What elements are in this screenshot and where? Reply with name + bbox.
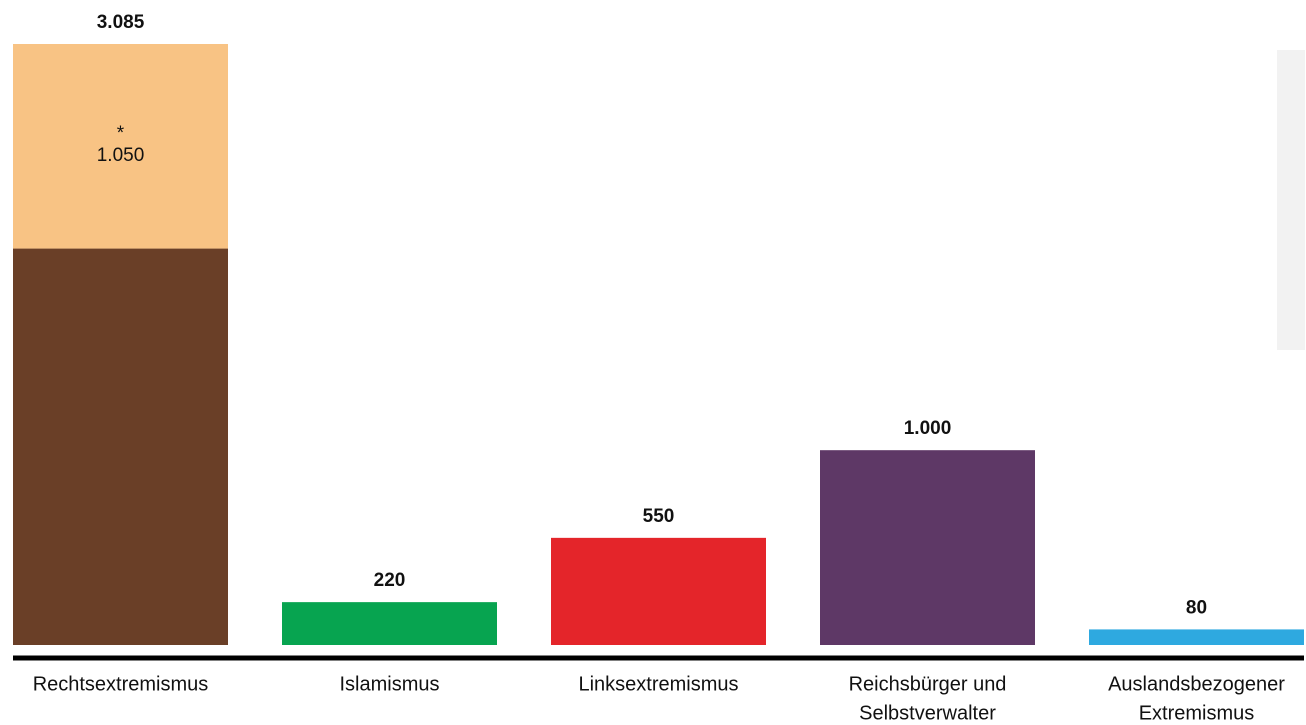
- total-label: 1.000: [904, 418, 952, 439]
- total-label: 80: [1186, 597, 1207, 618]
- segment-label: 1.050: [97, 145, 145, 166]
- total-label: 220: [374, 570, 406, 591]
- bar-segment: [282, 602, 497, 645]
- bar-segment: [820, 450, 1035, 645]
- bar-segment: [1089, 629, 1304, 645]
- bar-segment: [13, 248, 228, 645]
- x-tick-label: Reichsbürger und: [849, 673, 1007, 695]
- x-tick-label: Auslandsbezogener: [1108, 673, 1285, 695]
- x-tick-label: Extremismus: [1139, 702, 1255, 724]
- x-tick-label: Linksextremismus: [578, 673, 738, 695]
- x-tick-label: Islamismus: [339, 673, 439, 695]
- bar-segment: [551, 537, 766, 645]
- total-label: 550: [643, 506, 675, 527]
- x-tick-label: Selbstverwalter: [859, 702, 996, 724]
- segment-annotation: *: [117, 123, 125, 144]
- scroll-panel: [1277, 50, 1305, 350]
- bar-segment: [13, 44, 228, 249]
- x-tick-label: Rechtsextremismus: [33, 673, 209, 695]
- total-label: 3.085: [97, 12, 145, 33]
